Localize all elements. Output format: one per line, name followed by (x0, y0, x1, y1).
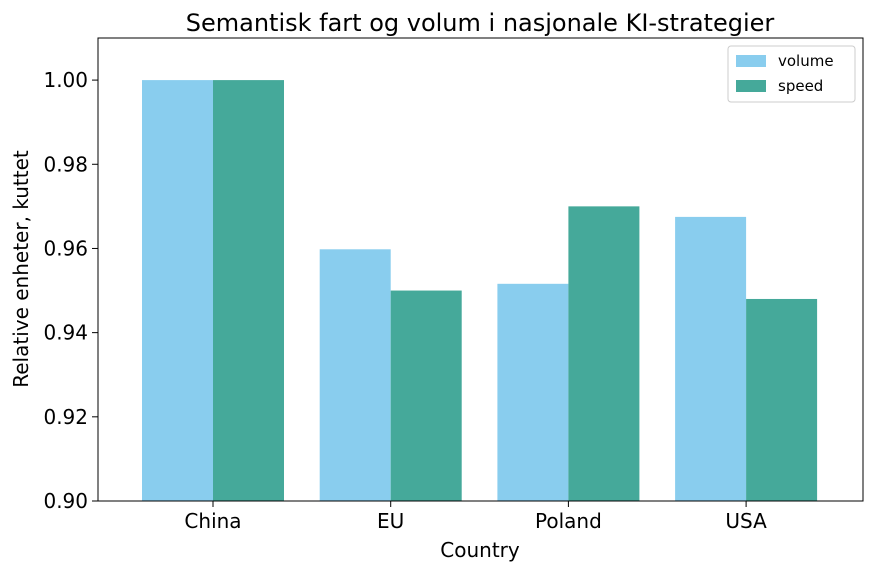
plot-frame (97, 37, 864, 502)
x-axis: China EU Poland USA (184, 501, 767, 533)
y-tick-label: 0.92 (43, 405, 88, 429)
legend-swatch-volume (736, 55, 766, 67)
bar-speed-china (213, 80, 284, 501)
x-tick-label-china: China (184, 509, 241, 533)
x-tick-label-usa: USA (725, 509, 767, 533)
bar-volume-eu (319, 249, 391, 501)
y-tick-label: 0.90 (43, 489, 88, 513)
legend: volume speed (727, 45, 856, 103)
x-axis-label: Country (440, 538, 520, 562)
bar-speed-poland (568, 206, 640, 501)
bar-volume-china (142, 80, 213, 501)
x-tick-label-eu: EU (377, 509, 404, 533)
y-tick-label: 0.96 (43, 236, 88, 260)
x-tick-label-poland: Poland (535, 509, 602, 533)
chart-title: Semantisk fart og volum i nasjonale KI-s… (186, 9, 775, 37)
legend-swatch-speed (736, 80, 766, 92)
y-tick-label: 1.00 (43, 68, 88, 92)
bars-group (142, 80, 818, 502)
bar-volume-usa (675, 216, 747, 502)
y-tick-label: 0.94 (43, 321, 88, 345)
y-tick-label: 0.98 (43, 152, 88, 176)
bar-volume-poland (497, 283, 569, 501)
legend-label-speed: speed (778, 77, 823, 95)
bar-speed-eu (390, 290, 462, 501)
legend-label-volume: volume (778, 52, 834, 70)
bar-speed-usa (746, 298, 818, 501)
y-axis-label: Relative enheter, kuttet (9, 150, 33, 388)
y-axis: 0.90 0.92 0.94 0.96 0.98 1.00 (43, 68, 98, 513)
